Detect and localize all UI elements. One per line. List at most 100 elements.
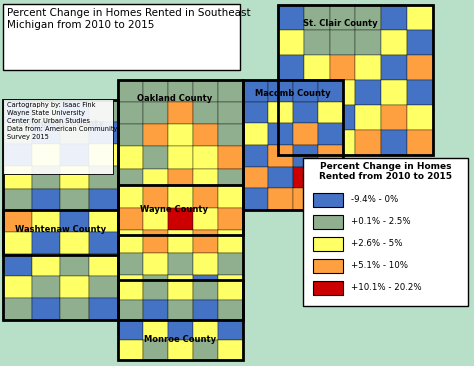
Bar bbox=[356, 130, 382, 155]
Bar bbox=[218, 146, 243, 169]
Bar bbox=[168, 300, 193, 320]
Bar bbox=[193, 230, 218, 253]
Bar bbox=[243, 167, 268, 188]
Bar bbox=[218, 185, 243, 208]
Bar bbox=[293, 167, 318, 188]
Text: St. Clair County: St. Clair County bbox=[303, 19, 377, 27]
Bar bbox=[218, 280, 243, 300]
Bar bbox=[304, 105, 329, 130]
Bar bbox=[218, 80, 243, 102]
Bar bbox=[278, 30, 304, 55]
Text: Wayne County: Wayne County bbox=[140, 205, 208, 214]
Bar bbox=[218, 230, 243, 253]
Bar bbox=[218, 169, 243, 191]
Bar bbox=[268, 145, 293, 167]
Bar bbox=[118, 169, 143, 191]
Bar bbox=[168, 124, 193, 146]
Bar bbox=[32, 122, 61, 144]
Bar bbox=[168, 320, 193, 340]
Bar bbox=[318, 102, 343, 123]
Bar bbox=[218, 298, 243, 320]
Bar bbox=[304, 30, 329, 55]
Bar bbox=[407, 30, 433, 55]
Bar bbox=[407, 105, 433, 130]
Bar bbox=[193, 80, 218, 102]
Bar bbox=[61, 167, 89, 188]
Bar bbox=[32, 210, 61, 232]
Bar bbox=[89, 276, 118, 298]
Bar bbox=[3, 100, 118, 255]
Bar bbox=[118, 230, 143, 253]
Text: Washtenaw County: Washtenaw County bbox=[15, 225, 106, 234]
Text: +0.1% - 2.5%: +0.1% - 2.5% bbox=[351, 217, 410, 227]
Bar bbox=[118, 191, 143, 213]
Bar bbox=[89, 232, 118, 254]
Bar bbox=[293, 145, 318, 167]
Bar bbox=[218, 300, 243, 320]
Bar bbox=[218, 340, 243, 360]
Bar bbox=[168, 275, 193, 298]
Bar bbox=[118, 185, 143, 208]
Bar bbox=[32, 233, 61, 255]
Bar bbox=[304, 130, 329, 155]
Bar bbox=[143, 169, 168, 191]
Bar bbox=[143, 253, 168, 275]
Bar bbox=[61, 122, 89, 144]
Bar bbox=[168, 253, 193, 275]
Bar bbox=[118, 340, 143, 360]
Text: +10.1% - 20.2%: +10.1% - 20.2% bbox=[351, 284, 422, 292]
Bar bbox=[118, 124, 143, 146]
Bar bbox=[407, 80, 433, 105]
Bar bbox=[143, 320, 168, 340]
Bar bbox=[143, 124, 168, 146]
Bar bbox=[318, 80, 343, 102]
Bar bbox=[293, 123, 318, 145]
Bar bbox=[329, 5, 356, 30]
Bar bbox=[382, 105, 407, 130]
Bar bbox=[89, 100, 118, 122]
Bar bbox=[3, 99, 113, 174]
Bar bbox=[32, 167, 61, 188]
Bar bbox=[407, 5, 433, 30]
Bar bbox=[407, 130, 433, 155]
Bar bbox=[143, 185, 168, 208]
Bar bbox=[318, 167, 343, 188]
Bar bbox=[3, 211, 32, 233]
Bar bbox=[243, 102, 268, 123]
Bar bbox=[193, 213, 218, 235]
Bar bbox=[293, 102, 318, 123]
Bar bbox=[32, 298, 61, 320]
Bar bbox=[143, 340, 168, 360]
Bar bbox=[118, 80, 143, 102]
Bar bbox=[313, 193, 343, 207]
Bar bbox=[318, 145, 343, 167]
Bar bbox=[3, 254, 32, 276]
Bar bbox=[304, 5, 329, 30]
Bar bbox=[193, 124, 218, 146]
Bar bbox=[118, 208, 143, 230]
Bar bbox=[356, 80, 382, 105]
Bar bbox=[118, 275, 143, 298]
Bar bbox=[143, 275, 168, 298]
Bar bbox=[118, 102, 143, 124]
Bar bbox=[32, 276, 61, 298]
Bar bbox=[243, 80, 343, 210]
Bar bbox=[193, 340, 218, 360]
Bar bbox=[143, 280, 168, 300]
Bar bbox=[278, 5, 433, 155]
Bar bbox=[278, 80, 304, 105]
Bar bbox=[168, 146, 193, 169]
Bar bbox=[278, 130, 304, 155]
Text: -9.4% - 0%: -9.4% - 0% bbox=[351, 195, 398, 205]
Bar bbox=[89, 210, 118, 232]
Bar bbox=[168, 191, 193, 213]
Bar bbox=[61, 144, 89, 167]
Text: +5.1% - 10%: +5.1% - 10% bbox=[351, 261, 408, 270]
Bar bbox=[3, 232, 32, 254]
Bar bbox=[382, 130, 407, 155]
Bar bbox=[89, 211, 118, 233]
Bar bbox=[193, 300, 218, 320]
Bar bbox=[3, 100, 32, 122]
Bar bbox=[118, 253, 143, 275]
Bar bbox=[143, 208, 168, 230]
